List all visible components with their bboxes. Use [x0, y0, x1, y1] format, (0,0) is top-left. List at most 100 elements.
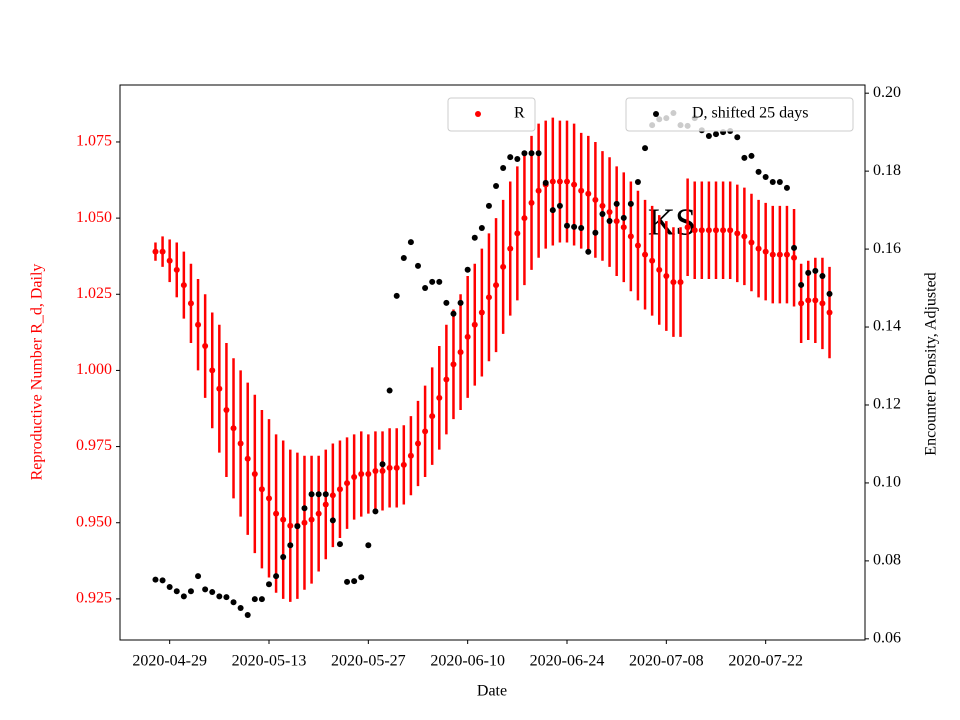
point: [365, 542, 372, 549]
point: [642, 251, 649, 258]
point: [713, 131, 719, 138]
point: [613, 200, 620, 207]
point: [209, 589, 216, 596]
point: [500, 165, 507, 172]
legend-label: R: [514, 105, 525, 122]
point: [280, 553, 287, 560]
point: [578, 187, 585, 194]
point: [258, 596, 265, 603]
point: [642, 145, 649, 152]
point: [578, 225, 585, 232]
point: [166, 583, 173, 590]
y-tick-label: 1.050: [76, 209, 112, 226]
legend-marker: [475, 111, 481, 117]
point: [755, 245, 762, 252]
point: [180, 282, 187, 289]
point: [329, 517, 336, 524]
point: [812, 267, 819, 274]
point: [258, 486, 265, 493]
point: [571, 223, 578, 230]
point: [230, 599, 237, 606]
point: [152, 576, 159, 583]
point: [415, 262, 421, 269]
point: [521, 150, 528, 157]
point: [244, 455, 251, 462]
point: [592, 196, 599, 203]
point: [386, 464, 393, 471]
y2-tick-label: 0.14: [873, 318, 901, 335]
point: [535, 150, 542, 157]
point: [478, 225, 485, 232]
point: [549, 178, 556, 185]
point: [209, 367, 216, 374]
y2-tick-label: 0.08: [873, 552, 901, 569]
point: [266, 581, 272, 588]
point: [202, 343, 209, 350]
point: [301, 519, 308, 526]
point: [798, 300, 805, 307]
point: [202, 586, 209, 593]
point: [273, 573, 280, 580]
point: [159, 248, 166, 255]
point: [344, 578, 351, 585]
point: [187, 588, 194, 595]
point: [528, 199, 535, 206]
point: [783, 251, 790, 258]
y2-tick-label: 0.12: [873, 396, 901, 413]
point: [592, 229, 599, 236]
point: [521, 215, 528, 222]
point: [656, 266, 663, 273]
point: [422, 285, 429, 292]
point: [535, 187, 542, 194]
point: [344, 480, 351, 487]
point: [223, 407, 230, 414]
point: [649, 257, 656, 264]
point: [713, 227, 719, 234]
point: [379, 467, 386, 474]
point: [698, 227, 705, 234]
point: [748, 152, 755, 159]
x-tick-label: 2020-06-24: [530, 653, 605, 670]
point: [741, 233, 748, 240]
legend-box: [447, 97, 536, 132]
point: [599, 211, 606, 218]
point: [301, 505, 308, 512]
point: [471, 321, 478, 328]
point: [436, 278, 443, 285]
point: [372, 508, 379, 515]
y-tick-label: 0.950: [76, 513, 112, 530]
point: [322, 491, 329, 498]
point: [762, 248, 769, 255]
y-axis-label: Reproductive Number R_d, Daily: [29, 264, 46, 481]
point: [351, 578, 358, 585]
y-tick-label: 1.075: [76, 133, 112, 150]
point: [223, 594, 230, 601]
point: [627, 233, 634, 240]
x-tick-label: 2020-06-10: [430, 653, 505, 670]
point: [308, 491, 315, 498]
point: [280, 516, 287, 523]
point: [237, 440, 244, 447]
point: [571, 181, 578, 188]
point: [230, 425, 237, 432]
point: [351, 474, 358, 481]
point: [379, 461, 386, 468]
point: [173, 266, 180, 273]
x-tick-label: 2020-05-13: [232, 653, 307, 670]
point: [528, 150, 535, 157]
point: [244, 612, 251, 619]
point: [372, 467, 379, 474]
point: [457, 349, 464, 356]
point: [620, 214, 627, 221]
point: [826, 290, 833, 297]
point: [606, 209, 613, 216]
point: [556, 178, 563, 185]
point: [514, 230, 521, 237]
point: [734, 134, 741, 141]
point: [429, 413, 436, 420]
point: [443, 299, 450, 306]
point: [500, 263, 507, 270]
point: [429, 278, 436, 285]
point: [613, 218, 620, 225]
